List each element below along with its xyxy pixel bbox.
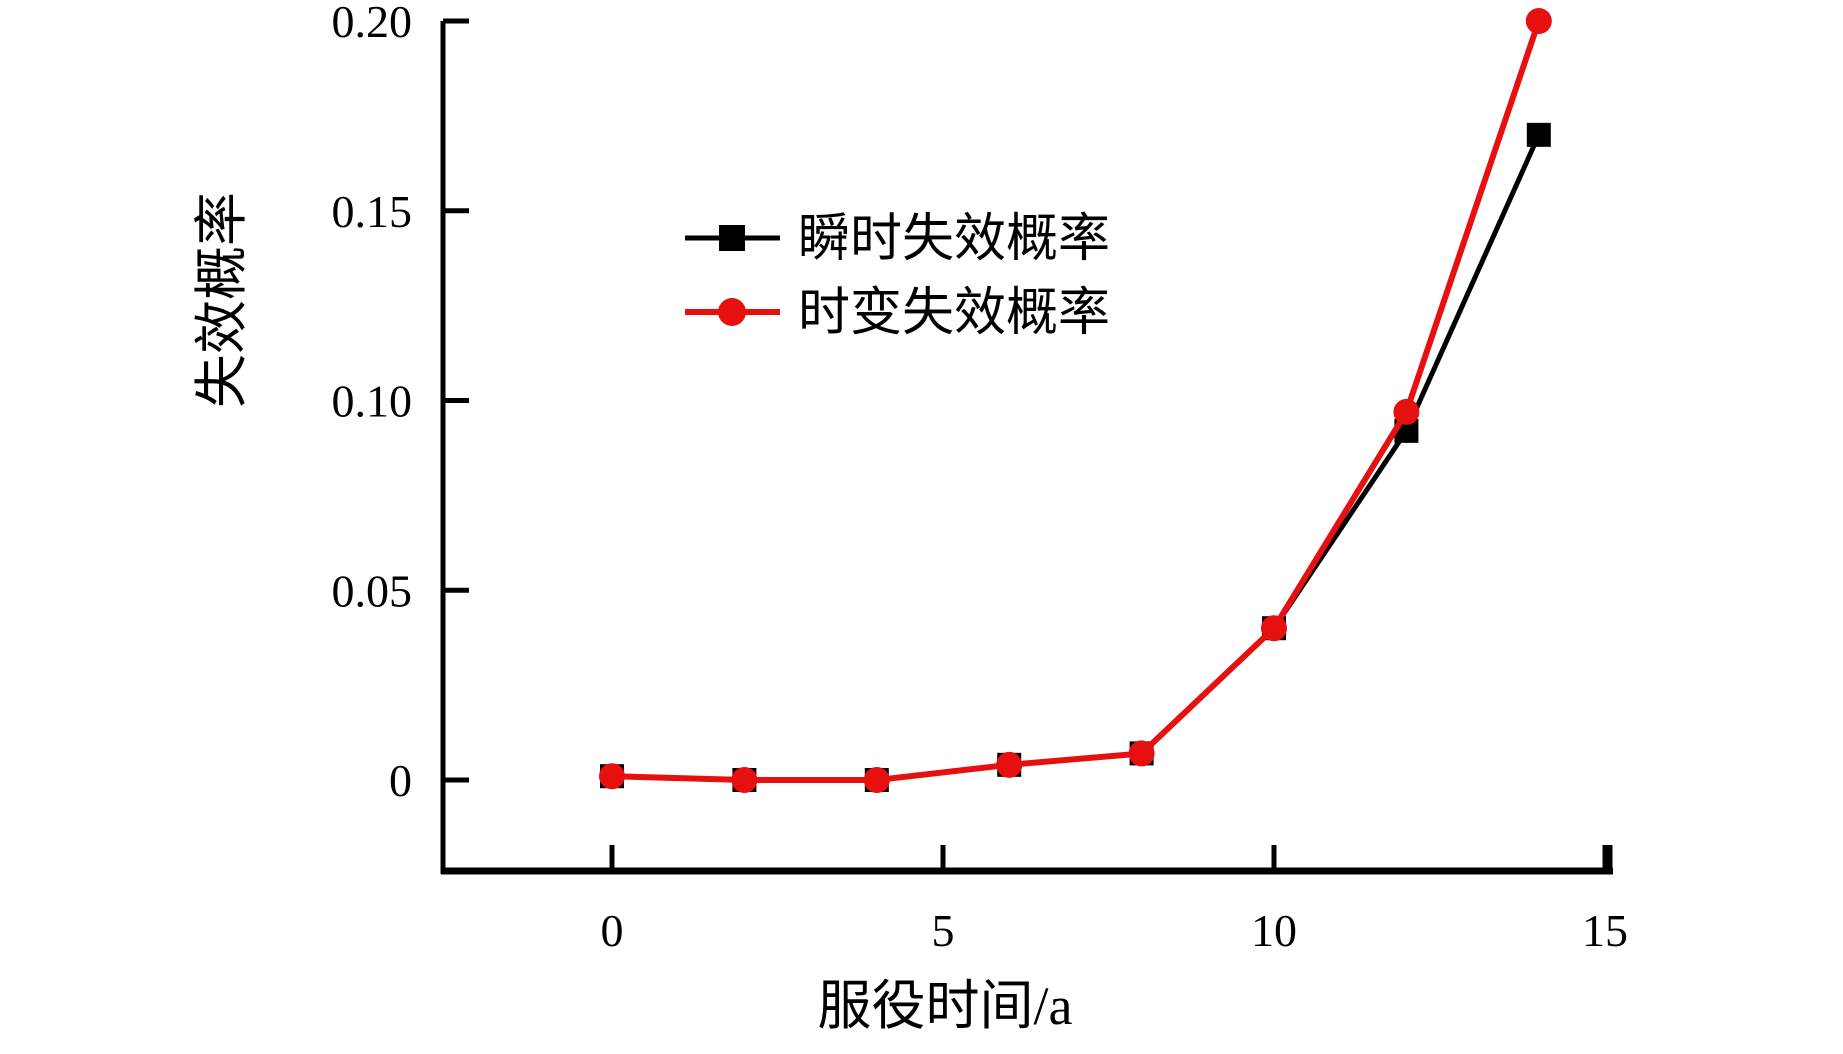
data-point-square (1526, 122, 1551, 147)
legend-label-time-varying: 时变失效概率 (798, 285, 1110, 342)
x-axis-label: 服役时间/a (818, 976, 1073, 1036)
series-line (611, 20, 1542, 783)
data-point-circle (863, 767, 890, 793)
legend-item-time-varying: 时变失效概率 (685, 285, 1110, 342)
y-axis-label: 失效概率 (192, 192, 252, 408)
y-tick-label: 0.15 (332, 186, 413, 237)
y-tick-label: 0.20 (332, 0, 413, 47)
y-tick-label: 0.05 (332, 565, 413, 616)
data-point-circle (1128, 740, 1155, 767)
x-tick-label: 0 (601, 905, 624, 956)
series-group (599, 8, 1552, 793)
x-tick-label: 15 (1582, 905, 1628, 956)
tick-labels: 0 0.05 0.10 0.15 0.20 0 5 10 15 (332, 0, 1629, 956)
data-point-circle (599, 763, 625, 790)
series-1 (599, 8, 1552, 793)
x-tick-label: 10 (1251, 905, 1297, 956)
legend-marker-circle-icon (718, 298, 746, 326)
data-point-circle (1393, 398, 1420, 425)
legend-item-instantaneous: 瞬时失效概率 (685, 211, 1110, 268)
axes (440, 18, 1613, 875)
y-tick-label: 0.10 (332, 376, 413, 427)
y-tick-label: 0 (389, 755, 412, 806)
x-tick-label: 5 (932, 905, 955, 956)
legend-label-instantaneous: 瞬时失效概率 (798, 211, 1110, 268)
legend-marker-square-icon (719, 225, 745, 251)
data-point-circle (1261, 615, 1287, 642)
data-point-circle (996, 751, 1023, 778)
legend: 瞬时失效概率 时变失效概率 (685, 211, 1110, 342)
data-point-circle (1525, 8, 1552, 34)
data-point-circle (731, 767, 758, 793)
